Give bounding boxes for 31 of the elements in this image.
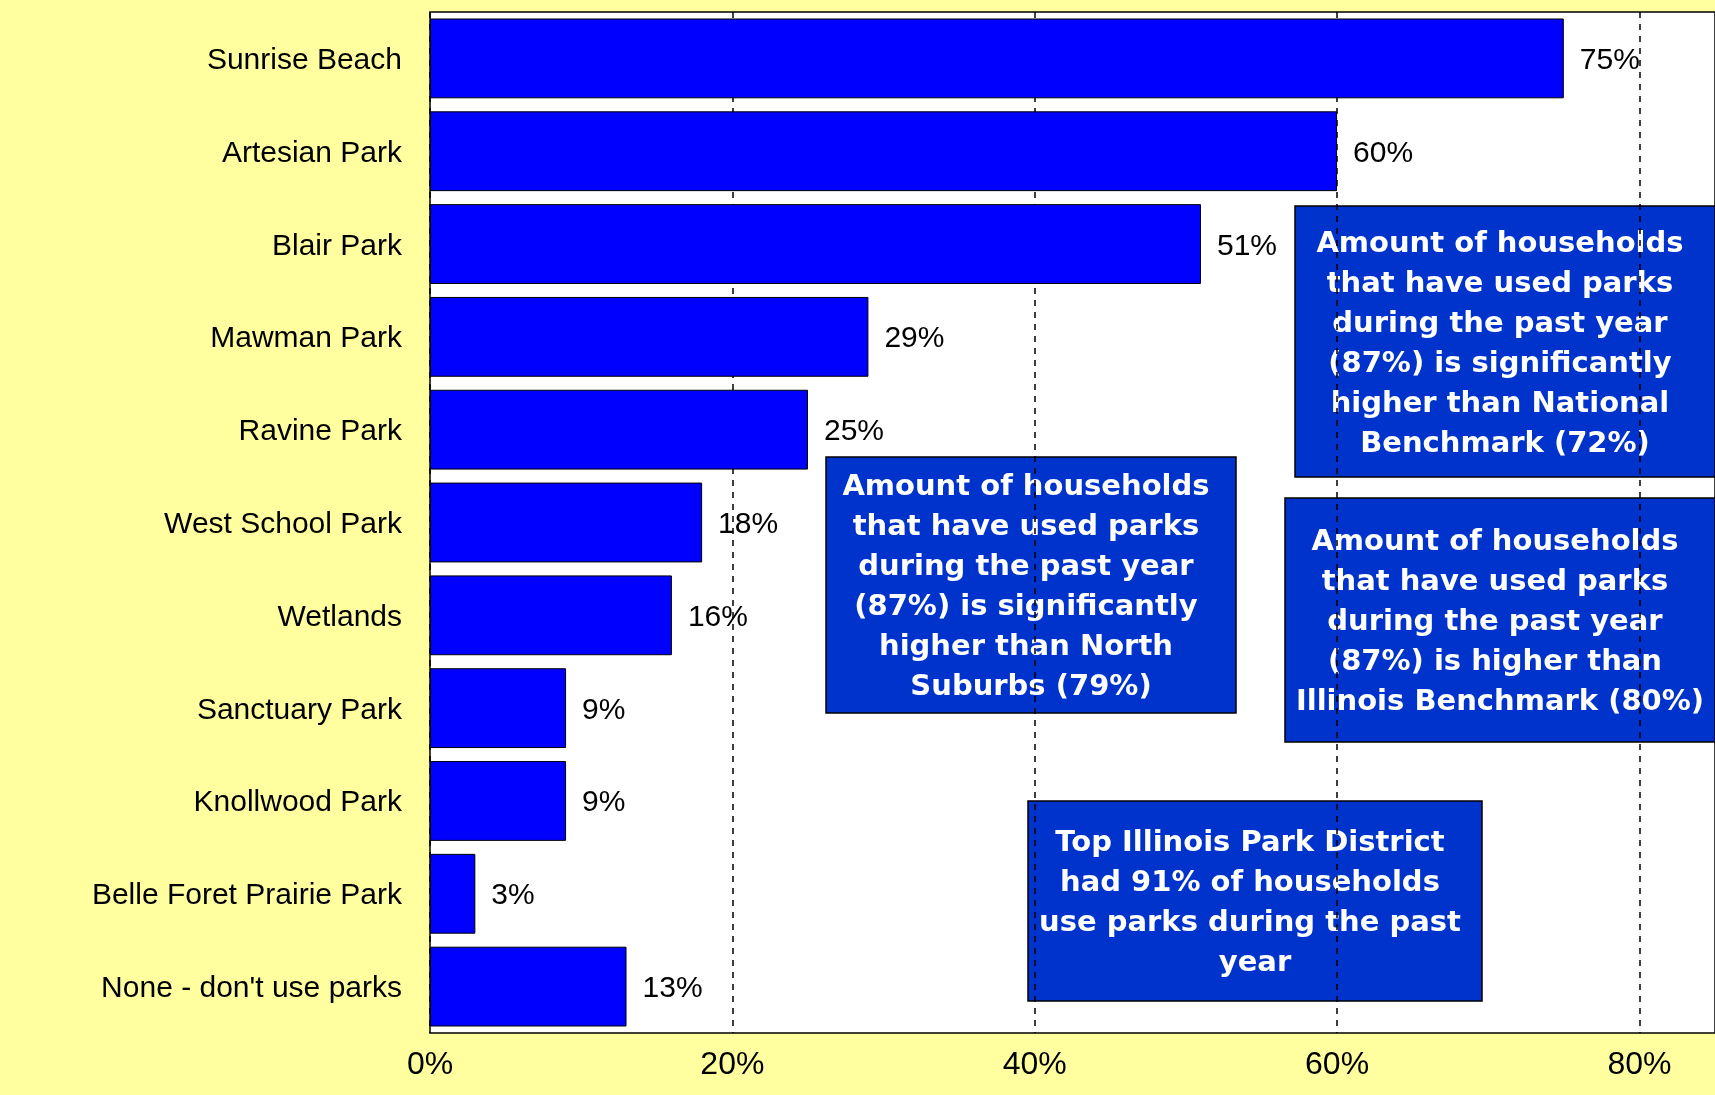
y-tick-label: Blair Park bbox=[271, 227, 403, 261]
annotation: Amount of households that have used parks during the past year (87%) is significantly higher than North Suburbs (79%) bbox=[842, 468, 1220, 702]
annotation: Amount of households that have used parks during the past year (87%) is significantly higher than National Benchmark (72%) bbox=[1316, 224, 1694, 459]
annotation: Top Illinois Park District had 91% of households use parks during the past year bbox=[1039, 824, 1471, 978]
y-tick-label: Belle Foret Prairie Park bbox=[91, 877, 403, 911]
y-tick-label: Sunrise Beach bbox=[206, 41, 402, 75]
y-tick-label: Knollwood Park bbox=[193, 784, 403, 818]
data-label: 16% bbox=[687, 598, 748, 632]
x-tick-label: 20% bbox=[700, 1045, 765, 1081]
y-tick-label: Mawman Park bbox=[210, 320, 403, 354]
x-tick-label: 80% bbox=[1607, 1045, 1672, 1081]
data-label: 60% bbox=[1353, 134, 1414, 168]
y-tick-label: West School Park bbox=[164, 506, 403, 539]
data-label: 75% bbox=[1579, 41, 1640, 75]
annotation: Amount of households that have used parks during the past year (87%) is higher than Illinois Benchmark (80%) bbox=[1295, 523, 1705, 717]
data-label: 29% bbox=[884, 320, 945, 354]
data-label: 9% bbox=[582, 784, 626, 818]
y-tick-label: Sanctuary Park bbox=[196, 691, 403, 725]
y-tick-label: Ravine Park bbox=[238, 413, 403, 447]
x-tick-label: 0% bbox=[406, 1045, 454, 1081]
data-label: 25% bbox=[823, 413, 884, 447]
y-tick-label: Artesian Park bbox=[221, 134, 403, 168]
data-label: 18% bbox=[718, 506, 779, 539]
y-tick-label: None - don't use parks bbox=[101, 970, 402, 1004]
x-tick-label: 60% bbox=[1305, 1045, 1370, 1081]
x-tick-label: 40% bbox=[1002, 1045, 1067, 1081]
y-tick-label: Wetlands bbox=[277, 598, 402, 632]
data-label: 51% bbox=[1217, 227, 1278, 261]
data-label: 9% bbox=[582, 691, 626, 725]
data-label: 3% bbox=[491, 877, 535, 911]
data-label: 13% bbox=[642, 970, 703, 1004]
